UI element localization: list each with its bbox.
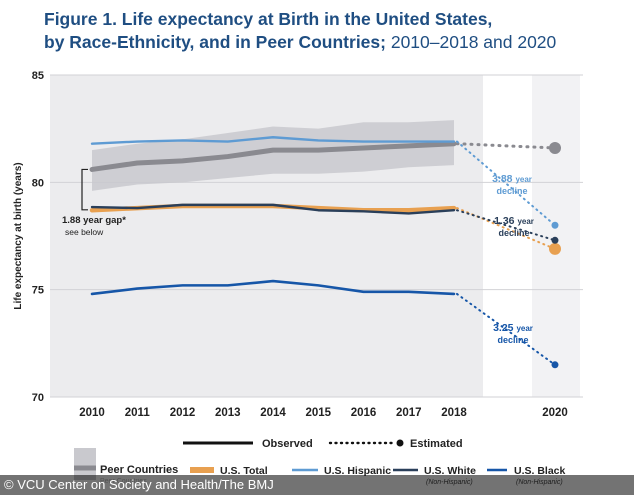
black-annotation-decline: decline — [497, 335, 528, 345]
gap-bracket — [81, 168, 88, 211]
estimate-panel — [532, 75, 580, 397]
legend-observed-label: Observed — [262, 438, 313, 450]
black-annotation-value: 3.25 year — [493, 322, 533, 334]
legend-label-black: U.S. Black — [514, 465, 566, 477]
peer-countries-range-band — [92, 120, 454, 191]
series-line-hispanic — [90, 136, 456, 145]
title-years: 2010–2018 and 2020 — [385, 32, 557, 52]
estimate-point-black — [551, 361, 559, 369]
hispanic-annotation-value: 3.88 year — [492, 173, 532, 185]
x-tick-label: 2015 — [305, 407, 331, 419]
x-tick-label: 2012 — [170, 407, 196, 419]
title-line-2: by Race-Ethnicity, and in Peer Countries… — [44, 32, 386, 52]
x-tick-label: 2020 — [542, 407, 568, 419]
legend-estimated-dot — [396, 439, 404, 447]
x-tick-label: 2016 — [351, 407, 377, 419]
estimate-point-peer — [549, 141, 561, 154]
gap-annotation: 1.88 year gap* — [62, 215, 126, 226]
series-line-black — [90, 279, 456, 296]
legend-label-us_total: U.S. Total — [220, 465, 268, 477]
legend-label-hispanic: U.S. Hispanic — [324, 465, 391, 477]
y-tick-label: 80 — [32, 177, 44, 189]
x-tick-label: 2013 — [215, 407, 241, 419]
legend-peer-band-swatch — [74, 448, 96, 480]
estimate-dotted-line-hispanic — [456, 140, 556, 227]
chart-title: Figure 1. Life expectancy at Birth in th… — [44, 8, 624, 54]
gap-note: see below — [65, 227, 104, 237]
image-credit: © VCU Center on Society and Health/The B… — [0, 475, 634, 495]
estimate-dotted-line-white — [456, 209, 556, 242]
x-tick-label: 2014 — [260, 407, 286, 419]
estimate-point-us_total — [549, 242, 561, 255]
legend-label-white: U.S. White — [424, 465, 476, 477]
y-tick-label: 85 — [32, 70, 44, 82]
estimate-dotted-line-black — [456, 292, 556, 366]
x-tick-label: 2017 — [396, 407, 422, 419]
white-annotation-decline: decline — [498, 228, 529, 238]
estimate-dotted-line-peer — [455, 142, 557, 150]
x-tick-label: 2010 — [79, 407, 105, 419]
series-line-white — [90, 203, 456, 215]
y-tick-label: 75 — [32, 285, 44, 297]
title-line-1: Figure 1. Life expectancy at Birth in th… — [44, 9, 493, 29]
y-tick-label: 70 — [32, 392, 44, 404]
x-tick-label: 2018 — [441, 407, 467, 419]
x-tick-label: 2011 — [125, 407, 151, 419]
estimate-point-hispanic — [551, 221, 559, 229]
white-annotation-value: 1.36 year — [494, 215, 534, 227]
hispanic-annotation-decline: decline — [496, 186, 527, 196]
legend-peer-label: Peer Countries — [100, 464, 178, 476]
legend-estimated-label: Estimated — [410, 438, 463, 450]
y-axis-label: Life expectancy at birth (years) — [13, 162, 24, 309]
series-line-peer — [89, 141, 457, 172]
estimate-point-white — [551, 236, 559, 244]
